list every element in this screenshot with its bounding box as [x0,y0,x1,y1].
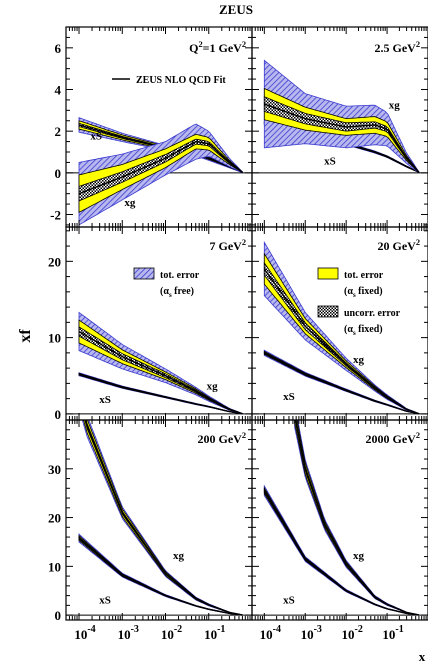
band-tot-error-xg [81,420,243,616]
y-tick-label: 4 [55,83,62,98]
legend-sublabel: (αs​ fixed) [344,286,383,299]
panel-label: 200 GeV2​ [197,431,246,446]
curve-label-xg: xg [389,99,401,111]
plot-area [252,420,428,616]
y-tick-label: 2 [55,124,62,139]
curve-label-xS: xS [99,394,111,406]
plot-area [66,117,252,226]
curve-label-xS: xS [283,594,295,606]
curve-label-xg: xg [353,550,365,562]
x-tick-label: 10-4 [74,624,95,642]
y-tick-label: 30 [48,462,61,477]
curve-label-xS: xS [99,594,111,606]
plot-area [252,240,428,415]
curve-label-xS: xS [90,131,102,143]
panel-top-left: -2 0 2 4 6 Q2​=1 GeV2​ ZEUS NLO QCD Fit xS xg [50,26,253,228]
y-tick-label: 10 [48,331,61,346]
curve-label-xS: xS [324,156,336,168]
panel-bottom-right: 2000 GeV2​ xg xS 10-4 10-3 10-2 10-1 [251,419,428,642]
series-line-xS [78,373,243,415]
series-line-xg [294,420,420,616]
series-line-xg [78,140,243,195]
x-tick-label: 10-2 [161,624,182,642]
band-uncorr-error-xg [84,420,243,616]
series-line-xg [78,330,243,415]
panel-label: 7 GeV2​ [209,238,246,253]
panel-top-right: 2.5 GeV2​ xg xS [251,26,428,228]
x-tick-label: 10-4 [260,624,281,642]
legend-label: tot. error [344,270,384,281]
panel-frame [251,226,428,421]
x-tick-label: 10-1 [204,624,225,642]
series-line-xg [263,268,420,415]
panel-frame [251,419,428,621]
panel-label: 2000 GeV2​ [365,431,420,446]
x-axis-label: x [419,649,426,664]
curve-label-xg: xg [124,197,136,209]
x-tick-label: 10-3 [301,624,322,642]
x-tick-label: 10-1 [382,624,403,642]
legend-swatch [317,305,339,318]
plot-area [66,311,252,415]
panel-middle-left: 0 10 20 7 GeV2​ tot. error (αs​ free) xg xS [48,226,253,422]
y-tick-label: 20 [48,511,61,526]
panel-middle-right: 20 GeV2​ tot. error (αs​ fixed) uncorr. err… [251,226,428,421]
curve-label-xg: xg [207,380,219,392]
y-tick-label: -2 [50,208,61,223]
plot-area [252,59,428,174]
series-line-xg [84,420,243,616]
y-axis-label: xf [17,329,34,343]
legend-swatch [317,267,339,280]
panel-label: 20 GeV2​ [377,238,420,253]
panel-label: 2.5 GeV2​ [374,40,420,55]
y-tick-label: 20 [48,254,61,269]
series-line-xS [78,537,243,616]
x-tick-label: 10-2 [341,624,362,642]
curve-label-xg: xg [173,550,185,562]
legend-line-label: ZEUS NLO QCD Fit [136,75,226,86]
band-uncorr-error-xg [78,138,243,202]
x-tick-label: 10-3 [118,624,139,642]
y-tick-label: 0 [55,407,62,422]
legend-swatch [133,267,155,280]
legend-sublabel: (αs​ fixed) [344,324,383,337]
series-line-xg [264,103,420,173]
series-line-xS [263,490,420,616]
y-tick-label: 0 [55,608,62,623]
band-uncorr-error-xg [263,96,420,174]
y-tick-label: 6 [55,41,62,56]
curve-label-xg: xg [353,354,365,366]
panel-bottom-left: 0 10 20 30 200 GeV2​ xg xS 10-4 10-3 10-2 10-1 [48,419,253,642]
y-tick-label: 10 [48,559,61,574]
y-tick-label: 0 [55,166,62,181]
band-fixed-error-xg [83,420,243,616]
legend-sublabel: (αs​ free) [160,286,194,299]
plot-area [66,420,252,616]
panel-label: Q2​=1 GeV2​ [189,40,246,55]
series-line-xS [263,352,420,415]
legend-label: tot. error [160,270,200,281]
curve-label-xS: xS [283,391,295,403]
figure-title: ZEUS [219,2,253,17]
legend-label: uncorr. error [344,308,401,319]
